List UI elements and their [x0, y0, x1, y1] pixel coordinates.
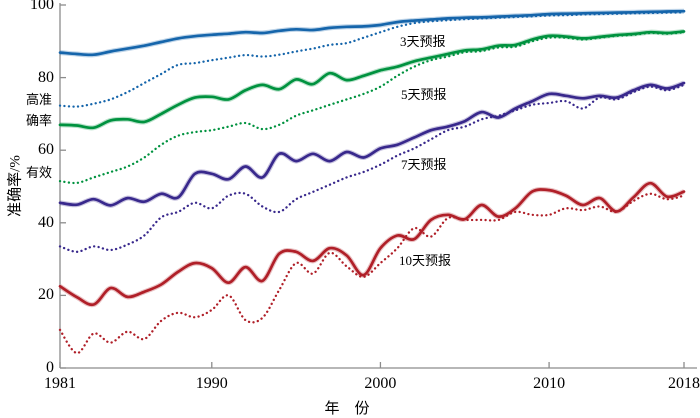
- annotation-valid: 有效: [26, 165, 53, 180]
- x-tick-label: 1990: [195, 375, 228, 392]
- series-line-halo-1: [59, 8, 685, 58]
- x-axis-label: 年 份: [324, 401, 370, 417]
- series-line-3: [58, 30, 686, 130]
- x-tick-label: 1981: [44, 375, 76, 392]
- series-line-7: [58, 181, 686, 307]
- x-tick-label: 2000: [364, 375, 397, 392]
- y-tick-label: 100: [30, 0, 54, 13]
- series-label-3day: 3天预报: [400, 34, 446, 49]
- x-tick-label: 2010: [533, 375, 566, 392]
- series-label-10day: 10天预报: [399, 253, 452, 268]
- y-tick-label: 80: [38, 68, 54, 86]
- x-tick-label: 2018: [668, 375, 700, 392]
- y-tick-label: 40: [38, 213, 54, 231]
- annotation-high-accuracy-line1: 高准: [26, 92, 53, 107]
- y-tick-label: 60: [38, 141, 54, 159]
- series-line-5: [58, 81, 686, 207]
- series-label-5day: 5天预报: [401, 87, 447, 102]
- series-line-2: [58, 31, 686, 185]
- y-tick-label: 0: [46, 359, 54, 376]
- y-axis-label: 准确率/%: [7, 155, 24, 217]
- annotation-high-accuracy-line2: 确率: [26, 113, 53, 128]
- series-line-halo-5: [59, 80, 685, 208]
- y-tick-label: 20: [38, 286, 54, 304]
- series-line-4: [58, 83, 686, 253]
- series-label-7day: 7天预报: [401, 157, 447, 172]
- series-line-1: [58, 9, 686, 57]
- series-line-6: [58, 192, 686, 355]
